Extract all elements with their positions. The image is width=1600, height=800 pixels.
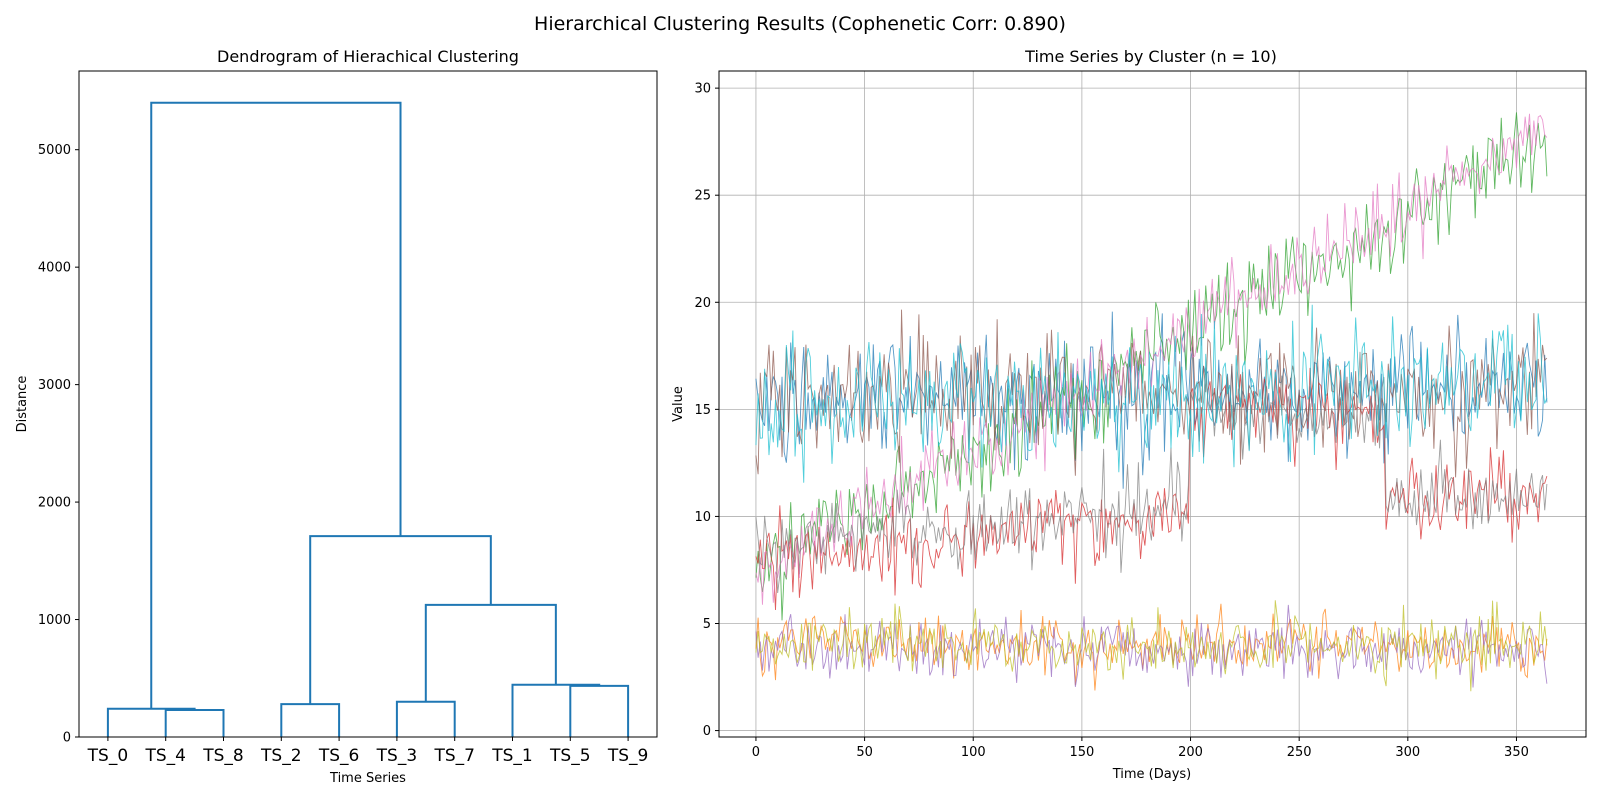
timeseries-y-tick-label: 25 [694,189,711,204]
dendrogram-y-tick-label: 4000 [38,261,71,276]
timeseries-line-ts-6 [755,113,1548,605]
timeseries-x-tick-label: 200 [1178,745,1203,760]
timeseries-x-tick-label: 300 [1395,745,1420,760]
dendrogram-y-label: Distance [15,376,30,433]
dendrogram-link [395,700,456,737]
dendrogram-y-tick-label: 5000 [38,143,71,158]
timeseries-ticks: 0 50 100 150 200 250 300 350 0 5 10 15 20 25 30 [694,82,1528,760]
dendrogram-links [106,101,630,737]
timeseries-y-tick-label: 10 [694,510,711,525]
timeseries-x-tick-label: 0 [752,745,760,760]
timeseries-x-tick-label: 50 [856,745,873,760]
timeseries-title: Time Series by Cluster (n = 10) [1024,47,1277,66]
timeseries-y-tick-label: 20 [694,296,711,311]
timeseries-line-ts-2 [755,112,1548,621]
timeseries-y-tick-label: 0 [703,724,711,739]
dendrogram-y-ticks: 0 1000 2000 3000 4000 5000 [38,143,79,746]
dendrogram-link [106,707,196,737]
timeseries-panel: Time Series by Cluster (n = 10) 0 50 100 15… [671,47,1587,782]
timeseries-y-label: Value [671,386,686,422]
dendrogram-leaf-label: TS_6 [318,746,360,766]
timeseries-x-tick-label: 250 [1287,745,1312,760]
timeseries-x-tick-label: 350 [1504,745,1529,760]
figure-suptitle: Hierarchical Clustering Results (Cophene… [534,13,1066,35]
dendrogram-leaf-label: TS_5 [549,746,591,766]
dendrogram-leaf-label: TS_7 [433,746,475,766]
dendrogram-leaf-label: TS_1 [491,746,533,766]
timeseries-y-tick-label: 30 [694,82,711,97]
dendrogram-link [280,703,341,737]
dendrogram-x-label: Time Series [329,771,406,786]
timeseries-line-ts-4 [755,604,1548,688]
dendrogram-panel: Dendrogram of Hierachical Clustering 0 10… [15,47,658,786]
dendrogram-axes-frame [78,70,658,738]
dendrogram-link [569,684,630,737]
dendrogram-leaf-labels: TS_0 TS_4 TS_8 TS_2 TS_6 TS_3 TS_7 TS_1 TS_5 TS_9 [87,737,649,766]
dendrogram-leaf-label: TS_2 [260,746,302,766]
timeseries-x-tick-label: 100 [961,745,986,760]
dendrogram-title: Dendrogram of Hierachical Clustering [217,47,519,66]
timeseries-axes-frame [718,70,1587,738]
dendrogram-y-tick-label: 0 [63,731,71,746]
dendrogram-leaf-label: TS_0 [87,746,129,766]
timeseries-y-tick-label: 5 [703,617,711,632]
dendrogram-y-tick-label: 2000 [38,496,71,511]
dendrogram-y-tick-label: 1000 [38,613,71,628]
dendrogram-link [424,603,557,702]
dendrogram-leaf-label: TS_4 [144,746,186,766]
dendrogram-leaf-label: TS_8 [202,746,244,766]
dendrogram-leaf-label: TS_9 [607,746,649,766]
timeseries-y-tick-label: 15 [694,403,711,418]
dendrogram-link [150,101,402,709]
timeseries-line-ts-8 [755,600,1548,692]
timeseries-line-ts-5 [755,309,1548,478]
dendrogram-link [164,708,225,737]
dendrogram-link [309,535,492,705]
timeseries-lines [755,112,1548,692]
dendrogram-y-tick-label: 3000 [38,378,71,393]
dendrogram-leaf-label: TS_3 [376,746,418,766]
timeseries-x-label: Time (Days) [1112,767,1192,782]
timeseries-x-tick-label: 150 [1069,745,1094,760]
dendrogram-link [511,683,601,737]
timeseries-line-ts-7 [755,351,1548,594]
timeseries-line-ts-9 [755,304,1548,483]
